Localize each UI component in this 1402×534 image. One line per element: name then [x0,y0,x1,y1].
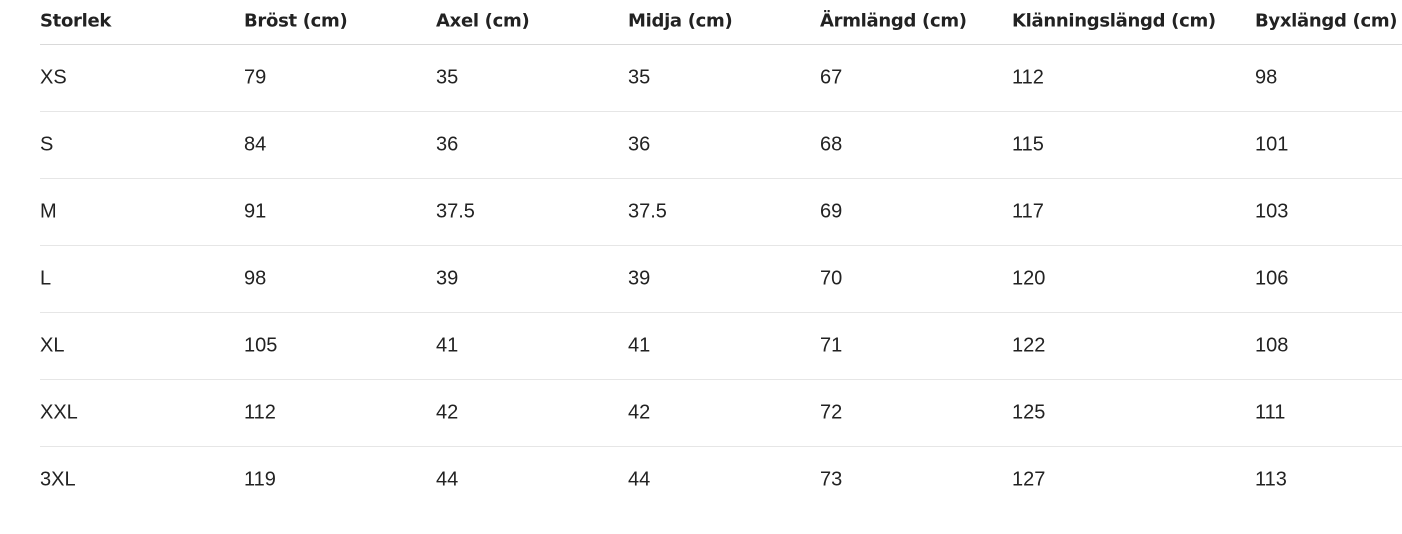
table-cell: 42 [628,401,651,424]
table-cell: 44 [628,468,651,491]
table-cell: 115 [1012,133,1044,156]
table-cell: 113 [1255,468,1287,491]
table-cell: 111 [1255,401,1286,424]
row-divider [40,446,1402,447]
table-cell: 44 [436,468,459,491]
table-cell: 119 [244,468,276,491]
table-cell: 41 [436,334,459,357]
header-cell: Bröst (cm) [244,10,348,32]
table-cell: 98 [1255,66,1278,89]
table-cell: S [40,133,54,156]
header-cell: Ärmlängd (cm) [820,10,967,32]
row-divider [40,111,1402,112]
table-cell: 35 [436,66,459,89]
table-cell: 35 [628,66,651,89]
table-cell: 112 [1012,66,1044,89]
table-cell: XXL [40,401,78,424]
table-cell: 39 [628,267,651,290]
table-cell: 127 [1012,468,1046,491]
table-cell: 112 [244,401,276,424]
table-cell: 37.5 [628,200,667,223]
table-cell: 98 [244,267,267,290]
table-cell: 69 [820,200,843,223]
table-cell: L [40,267,52,290]
header-divider [40,44,1402,45]
table-cell: 70 [820,267,843,290]
table-cell: 108 [1255,334,1289,357]
table-cell: 91 [244,200,267,223]
table-cell: XS [40,66,67,89]
table-cell: 125 [1012,401,1046,424]
table-cell: 103 [1255,200,1289,223]
row-divider [40,312,1402,313]
table-cell: 122 [1012,334,1046,357]
table-cell: 106 [1255,267,1289,290]
table-cell: 67 [820,66,843,89]
table-cell: XL [40,334,65,357]
header-cell: Storlek [40,10,112,32]
table-cell: 41 [628,334,651,357]
table-cell: 73 [820,468,843,491]
row-divider [40,245,1402,246]
table-cell: 36 [628,133,651,156]
table-cell: 39 [436,267,459,290]
table-cell: 71 [820,334,843,357]
header-cell: Axel (cm) [436,10,530,32]
header-cell: Midja (cm) [628,10,733,32]
row-divider [40,178,1402,179]
table-cell: 117 [1012,200,1044,223]
table-cell: M [40,200,57,223]
table-cell: 37.5 [436,200,475,223]
row-divider [40,379,1402,380]
table-cell: 79 [244,66,267,89]
table-cell: 120 [1012,267,1046,290]
table-cell: 72 [820,401,843,424]
header-cell: Klänningslängd (cm) [1012,10,1216,32]
table-cell: 101 [1255,133,1289,156]
table-cell: 105 [244,334,278,357]
table-cell: 42 [436,401,459,424]
header-cell: Byxlängd (cm) [1255,10,1398,32]
table-cell: 36 [436,133,459,156]
table-cell: 68 [820,133,843,156]
table-cell: 3XL [40,468,76,491]
table-cell: 84 [244,133,267,156]
